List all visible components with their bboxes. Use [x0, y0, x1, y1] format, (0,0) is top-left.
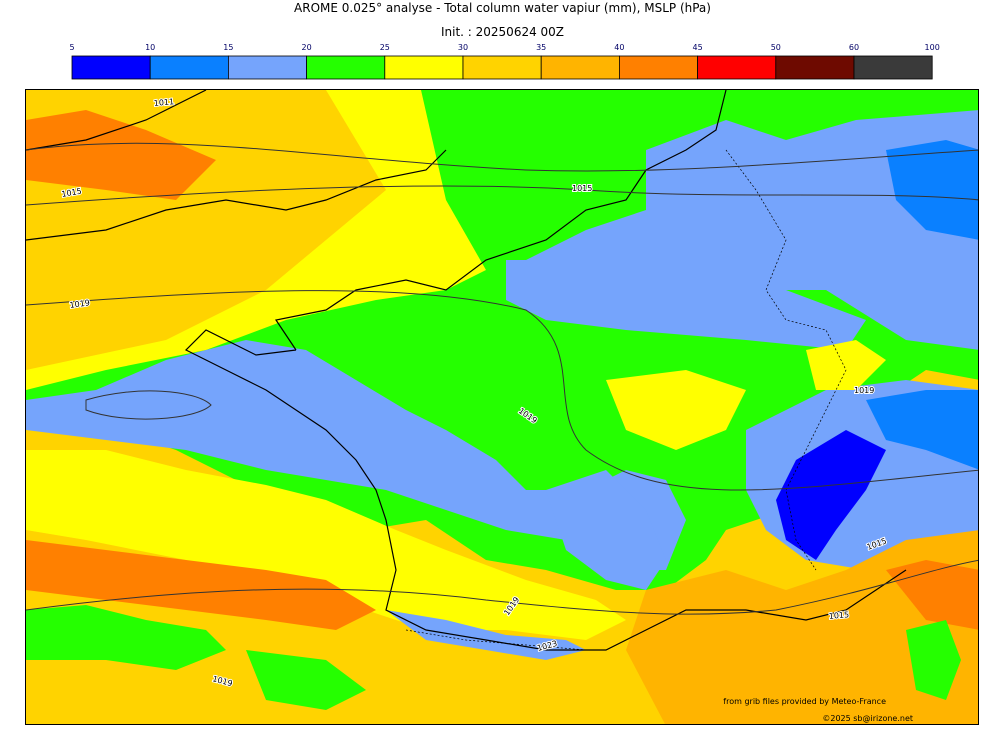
- tcwv-area-yellow-north: [26, 90, 496, 420]
- tcwv-area-green-spain: [26, 605, 226, 670]
- coastline-britain: [26, 90, 447, 241]
- colorbar-segment: [149, 55, 229, 80]
- tcwv-area-blue-west: [26, 340, 686, 570]
- colorbar-segment: [697, 55, 777, 80]
- weather-map: 1011 1015 1015 1019 1019 1019 1015 1015 1019 1023…: [25, 89, 979, 725]
- colorbar-tick-label: 15: [223, 43, 233, 52]
- isobar-label: 1019: [854, 386, 874, 395]
- colorbar-tick-label: 50: [771, 43, 781, 52]
- colorbar-tick-label: 20: [302, 43, 312, 52]
- tcwv-area-blue-sw: [546, 470, 666, 590]
- colorbar-segment: [775, 55, 855, 80]
- colorbar-tick-label: 60: [849, 43, 859, 52]
- tcwv-area-darkblue-alps: [776, 430, 886, 560]
- isobars: [26, 142, 978, 615]
- colorbar-tick-label: 5: [69, 43, 74, 52]
- colorbar-tick-label: 30: [458, 43, 468, 52]
- tcwv-area-green-spain2: [246, 650, 366, 710]
- tcwv-area-green-corsica: [906, 620, 961, 700]
- colorbar-segment: [462, 55, 542, 80]
- colorbar-segment: [71, 55, 151, 80]
- colorbar-segment: [227, 55, 307, 80]
- colorbar-tick-label: 45: [693, 43, 703, 52]
- tcwv-area-yellow-east: [806, 340, 886, 390]
- border-lines: [405, 149, 847, 651]
- tcwv-area-pyrenees: [386, 610, 586, 660]
- colorbar-segment: [384, 55, 464, 80]
- colorbar-segment: [306, 55, 386, 80]
- tcwv-area-blue-ne2: [506, 260, 866, 350]
- colorbar-tick-label: 40: [614, 43, 624, 52]
- tcwv-area-orange-sw: [26, 540, 376, 630]
- copyright: ©2025 sb@irizone.net: [822, 714, 913, 723]
- chart-title: AROME 0.025° analyse - Total column wate…: [294, 1, 711, 15]
- init-time: Init. : 20250624 00Z: [440, 25, 565, 39]
- colorbar-tick-label: 35: [536, 43, 546, 52]
- colorbar-legend: 5 10 15 20 25 30 35 40 45 50 60 100: [69, 43, 940, 80]
- tcwv-area-orange-nw: [26, 110, 216, 200]
- colorbar-tick-label: 25: [380, 43, 390, 52]
- isobar-label: 1015: [828, 610, 849, 621]
- colorbar-segment: [853, 55, 933, 80]
- tcwv-area-midblue-alps: [866, 390, 978, 470]
- isobar-label: 1011: [153, 97, 174, 108]
- isobar-label: 1015: [572, 184, 592, 193]
- tcwv-area-yellow-south: [26, 450, 626, 640]
- colorbar-segment: [619, 55, 699, 80]
- colorbar-tick-label: 100: [925, 43, 940, 52]
- tcwv-area-yellow-central: [606, 370, 746, 450]
- tcwv-area-midblue-ne: [886, 140, 978, 240]
- colorbar-tick-label: 10: [145, 43, 155, 52]
- colorbar-segment: [540, 55, 620, 80]
- tcwv-area-blue-ne: [526, 110, 978, 350]
- data-source: from grib files provided by Meteo-France: [723, 697, 886, 706]
- isobar-label: 1019: [69, 298, 90, 310]
- tcwv-area-orange-se: [626, 530, 978, 724]
